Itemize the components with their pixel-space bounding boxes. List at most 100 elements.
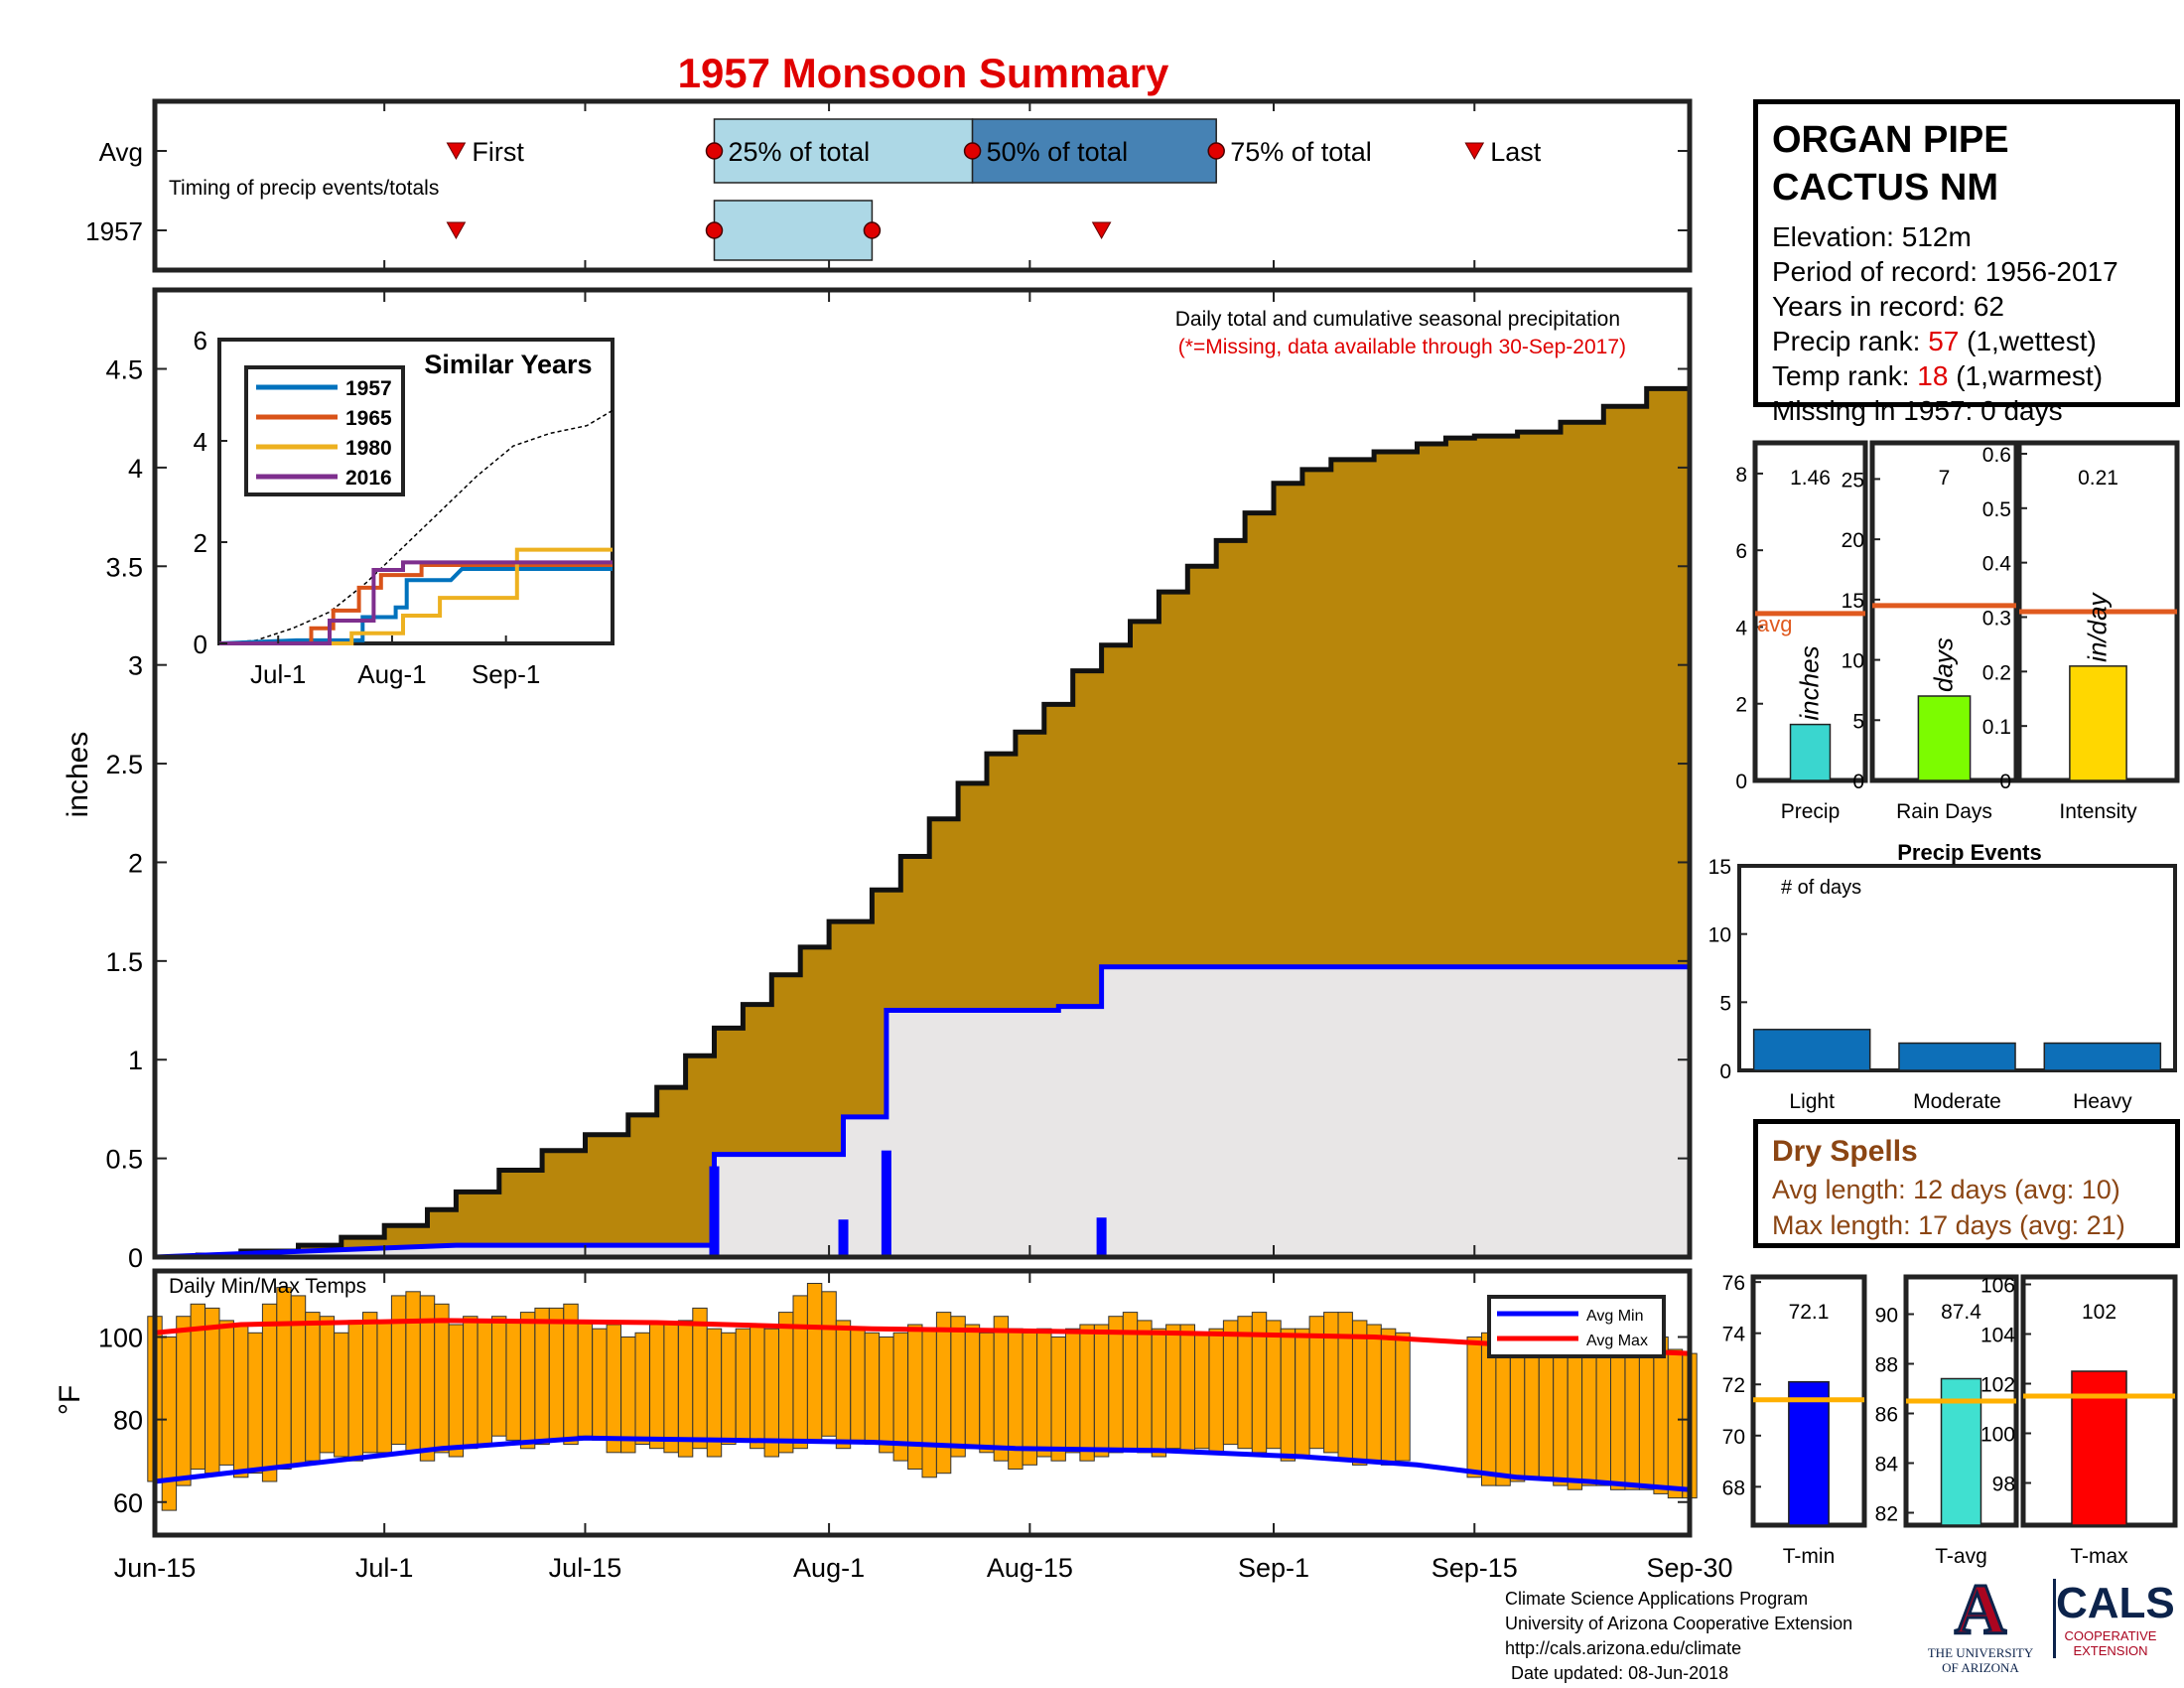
daily-temp-bar <box>1595 1336 1611 1486</box>
precip-rank-value: 57 <box>1928 326 1960 356</box>
raindays_bar-ytick-label: 25 <box>1842 469 1864 492</box>
xtick-label: Aug-1 <box>793 1553 865 1583</box>
tmin_bar-value-label: 72.1 <box>1789 1301 1830 1324</box>
xtick-label: Jul-1 <box>355 1553 414 1583</box>
daily-temp-bar <box>1022 1332 1037 1466</box>
daily-temp-bar <box>606 1324 621 1454</box>
daily-temp-bar <box>1137 1320 1153 1454</box>
events-bar-light <box>1752 1029 1871 1071</box>
precip_bar-unit: inches <box>1795 645 1825 720</box>
tavg_bar-ytick-label: 88 <box>1875 1354 1898 1377</box>
similar-years-legend-label-2016: 2016 <box>345 467 392 490</box>
ua-line2: OF ARIZONA <box>1942 1660 2019 1675</box>
daily-temp-bar <box>233 1324 249 1478</box>
precip-ytick-label: 2 <box>128 848 143 878</box>
daily-temp-bar <box>1108 1316 1124 1454</box>
daily-temp-bar <box>850 1328 866 1441</box>
precip_bar-xlabel: Precip <box>1781 800 1841 823</box>
figure-title: 1957 Monsoon Summary <box>678 50 1169 96</box>
precip-missing-note: (*=Missing, data available through 30-Se… <box>1178 336 1626 358</box>
precip_bar-ytick-label: 6 <box>1735 540 1747 563</box>
tmin_bar-ytick-label: 74 <box>1722 1324 1746 1346</box>
raindays_bar-ytick-label: 15 <box>1842 590 1864 613</box>
daily-temp-bar <box>1323 1312 1339 1454</box>
xtick-label: Jun-15 <box>114 1553 197 1583</box>
precip_bar-value-bar <box>1789 723 1832 781</box>
precip-ytick-label: 0 <box>128 1243 143 1273</box>
elevation-label: Elevation: <box>1772 221 1894 252</box>
temp-rank-value: 18 <box>1917 360 1949 391</box>
avg-q50-q75-box <box>971 118 1217 184</box>
intensity_bar-ytick-label: 0.5 <box>1982 498 2011 521</box>
events-title: Precip Events <box>1897 840 2042 865</box>
tavg_bar-ytick-label: 84 <box>1875 1454 1899 1477</box>
daily-temp-bar <box>721 1332 737 1446</box>
similar-years-legend-label-1957: 1957 <box>345 377 392 400</box>
similar-years-ytick-label: 0 <box>194 630 207 659</box>
daily-temp-bar <box>276 1287 292 1470</box>
avg-q25-q50-box <box>713 118 974 184</box>
daily-temp-bar <box>534 1307 550 1446</box>
daily-temp-bar <box>519 1312 536 1450</box>
raindays_bar-value-label: 7 <box>1939 467 1951 490</box>
xtick-label: Sep-1 <box>1238 1553 1309 1583</box>
precip_bar-value-label: 1.46 <box>1790 467 1831 490</box>
events-xlabel-light: Light <box>1789 1090 1835 1113</box>
station-name-line1: ORGAN PIPE <box>1772 119 2009 161</box>
tmin_bar-xlabel: T-min <box>1783 1545 1836 1568</box>
intensity_bar-xlabel: Intensity <box>2059 800 2137 823</box>
daily-temp-bar <box>390 1295 407 1446</box>
year-q25-q50-box <box>713 200 874 261</box>
intensity_bar-ytick-label: 0.3 <box>1982 607 2011 630</box>
similar-years-title: Similar Years <box>424 350 592 379</box>
precip-ytick-label: 2.5 <box>105 750 143 779</box>
precip-ytick-label: 3 <box>128 651 143 681</box>
daily-temp-bar <box>1093 1324 1110 1458</box>
precip-rank-line: Precip rank: 57 (1,wettest) <box>1772 324 2161 358</box>
tmax_bar-value-label: 102 <box>2082 1301 2116 1324</box>
avg-last-marker <box>1464 142 1485 161</box>
footer-line4: Date updated: 08-Jun-2018 <box>1511 1663 1729 1683</box>
precip_bar-ytick-label: 0 <box>1735 771 1747 793</box>
daily-temp-bar <box>1036 1328 1052 1458</box>
daily-temp-bar <box>448 1324 465 1458</box>
ua-letter: A <box>1954 1570 2008 1649</box>
daily-temp-bar <box>305 1312 321 1462</box>
similar-years-legend-label-1980: 1980 <box>345 437 392 460</box>
daily-temp-bar <box>376 1320 392 1454</box>
raindays_bar-ytick-label: 20 <box>1842 529 1864 552</box>
tmin_bar-ytick-label: 70 <box>1722 1426 1745 1449</box>
daily-temp-bar <box>921 1328 937 1478</box>
raindays_bar-value-bar <box>1917 695 1972 781</box>
timing-row-label-year: 1957 <box>85 216 143 246</box>
elevation-line: Elevation: 512m <box>1772 219 2161 254</box>
year-first-marker <box>446 221 467 240</box>
daily-temp-bar <box>1151 1328 1167 1458</box>
similar-years-ytick-label: 2 <box>194 528 207 558</box>
avg-q75-marker <box>1207 142 1225 160</box>
similar-years-series-1965 <box>219 563 613 645</box>
avg-q25-marker <box>705 142 724 160</box>
events-ytick-label: 10 <box>1708 924 1731 947</box>
daily-temp-bar <box>677 1320 694 1458</box>
intensity_bar-value-label: 0.21 <box>2078 467 2118 490</box>
similar-years-series-1980 <box>219 547 613 645</box>
daily-temp-bar <box>1079 1324 1095 1462</box>
footer-credits: Climate Science Applications Program Uni… <box>1505 1587 1852 1686</box>
intensity_bar-ytick-label: 0.6 <box>1982 444 2011 467</box>
daily-temp-bar <box>692 1307 708 1450</box>
similar-years-avg-line <box>218 409 614 644</box>
missing-line: Missing in 1957: 0 days <box>1772 395 2063 426</box>
daily-temp-bar <box>1610 1340 1626 1490</box>
daily-temp-bar <box>935 1312 952 1475</box>
dry-spells-title: Dry Spells <box>1772 1135 1918 1168</box>
temps-ytick-label: 80 <box>113 1406 143 1436</box>
years-label: Years in record: <box>1772 291 1967 322</box>
precip-rank-note: (1,wettest) <box>1967 326 2097 356</box>
temp-rank-line: Temp rank: 18 (1,warmest) <box>1772 358 2161 393</box>
temps-legend <box>1487 1295 1666 1358</box>
intensity_bar-ytick-label: 0.1 <box>1982 716 2011 739</box>
precip-ytick-label: 1 <box>128 1046 143 1075</box>
tavg_bar-ytick-label: 86 <box>1875 1404 1898 1427</box>
